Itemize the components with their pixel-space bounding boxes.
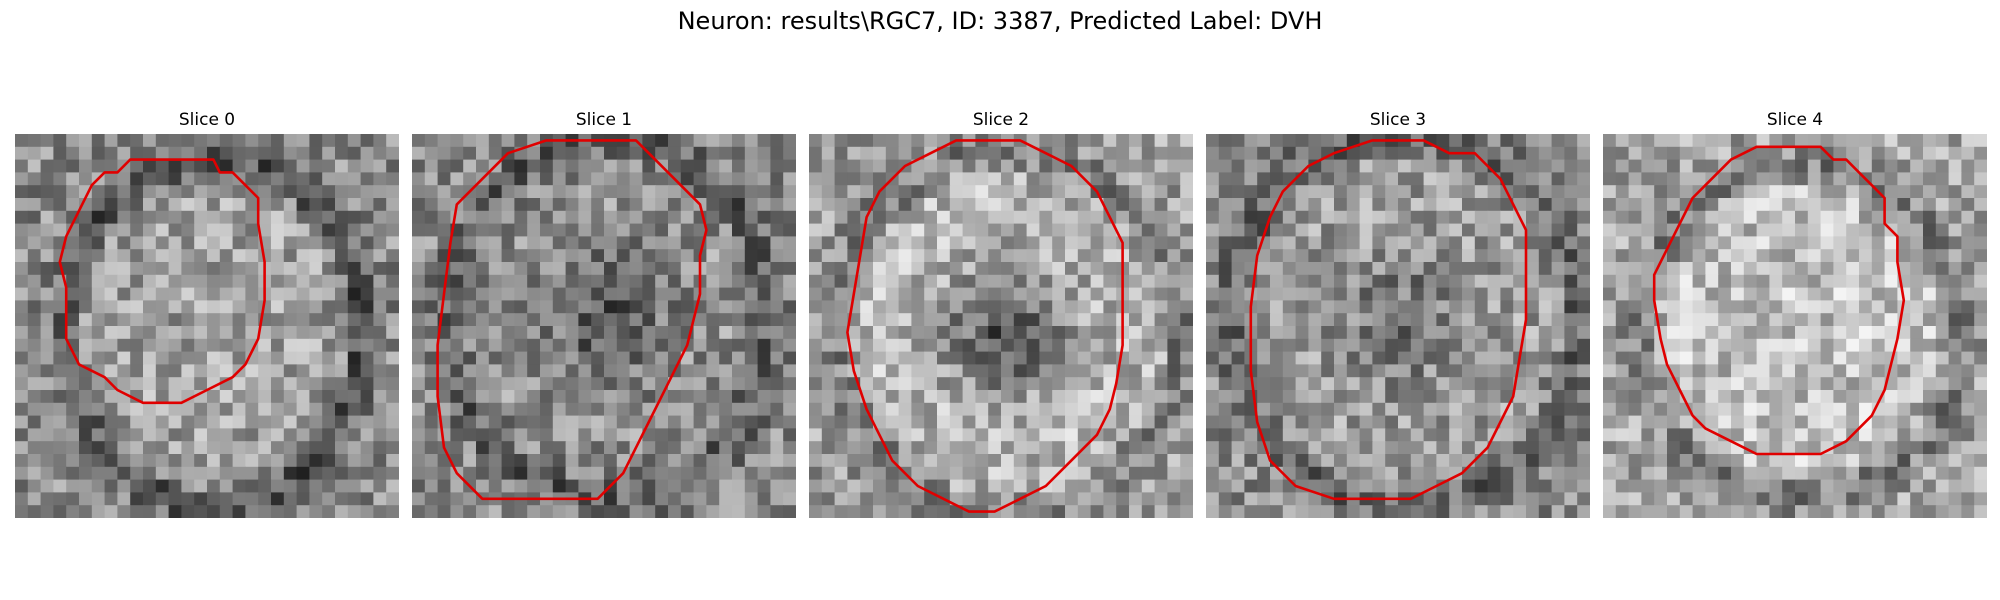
cell-contour (1652, 145, 1906, 456)
image-pixels (15, 134, 399, 518)
slice-image-0 (15, 134, 399, 518)
slice-image-2 (809, 134, 1193, 518)
slice-title-4: Slice 4 (1766, 110, 1824, 130)
image-pixels (1603, 134, 1987, 518)
slice-title-0: Slice 0 (178, 110, 236, 130)
image-pixels (1206, 134, 1590, 518)
cell-contour (1249, 139, 1528, 501)
image-pixels (809, 134, 1193, 518)
cell-contour (58, 158, 266, 405)
slice-image-3 (1206, 134, 1590, 518)
slice-image-4 (1603, 134, 1987, 518)
image-pixels (412, 134, 796, 518)
slice-image-1 (412, 134, 796, 518)
figure-title: Neuron: results\RGC7, ID: 3387, Predicte… (677, 7, 1323, 35)
cell-contour (846, 139, 1124, 513)
slice-title-3: Slice 3 (1369, 110, 1427, 130)
cell-contour (436, 139, 708, 501)
slice-title-2: Slice 2 (972, 110, 1030, 130)
slice-title-1: Slice 1 (575, 110, 633, 130)
